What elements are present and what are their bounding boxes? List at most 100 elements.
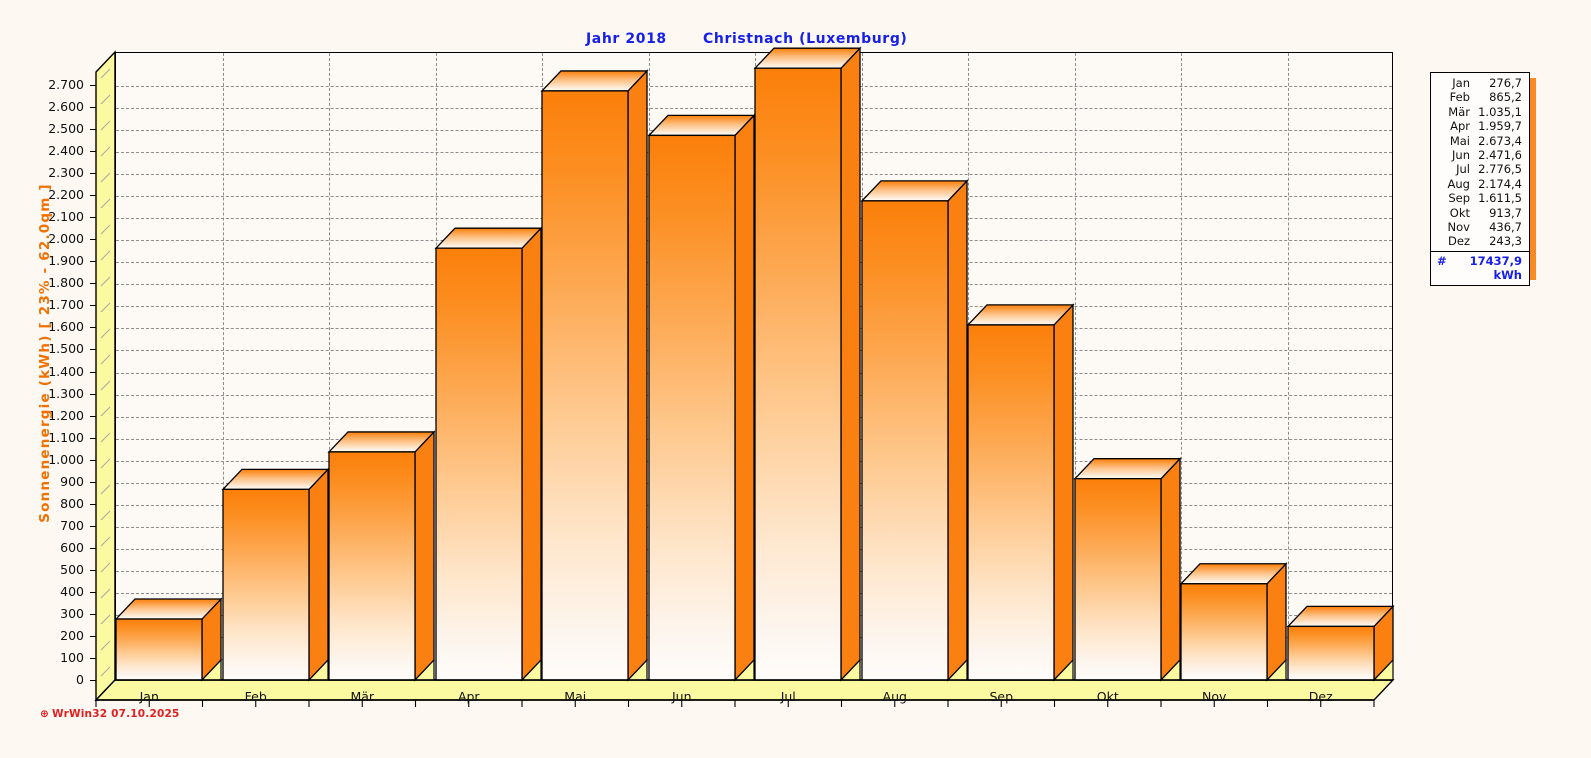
bar-jan[interactable] bbox=[114, 597, 223, 682]
bar-jun[interactable] bbox=[647, 113, 756, 682]
legend-value: 1.035,1 bbox=[1478, 104, 1522, 119]
y-axis-tick bbox=[90, 107, 96, 109]
y-axis-tick bbox=[90, 437, 96, 439]
axis-wall-hatch bbox=[100, 68, 111, 677]
legend-box[interactable]: Jan 276,7 Feb 865,2 Mär 1.035,1 Apr 1.959,7 Mai 2… bbox=[1430, 72, 1530, 286]
legend-divider bbox=[1431, 250, 1529, 252]
bar-front-face bbox=[1287, 625, 1375, 681]
bar-sep[interactable] bbox=[966, 303, 1075, 682]
bar-dez[interactable] bbox=[1286, 604, 1395, 682]
bar-top-face bbox=[221, 468, 330, 491]
bar-top-face bbox=[860, 180, 969, 202]
y-axis-tick bbox=[90, 349, 96, 351]
bar-top-face bbox=[647, 114, 756, 137]
y-axis-tick-label: 2.600 bbox=[48, 99, 84, 115]
y-axis-tick bbox=[90, 239, 96, 241]
y-axis-tick bbox=[90, 261, 96, 263]
y-axis-tick-label: 1.300 bbox=[48, 385, 84, 401]
legend-value: 2.673,4 bbox=[1478, 133, 1522, 148]
bar-side-face bbox=[414, 430, 435, 682]
footer-text: WrWin32 07.10.2025 bbox=[52, 708, 180, 720]
legend-total-row: # 17437,9 bbox=[1431, 252, 1529, 268]
y-axis-tick bbox=[90, 481, 96, 483]
legend-row: Mai 2.673,4 bbox=[1431, 134, 1529, 148]
x-axis-tick-label: Jun bbox=[671, 689, 692, 704]
y-axis-tick-label: 1.900 bbox=[48, 253, 84, 269]
chart-title-year: Jahr 2018 bbox=[586, 31, 667, 47]
y-axis-tick-label: 1.600 bbox=[48, 319, 84, 335]
y-axis-tick-label: 1.000 bbox=[48, 451, 84, 467]
bar-side-face bbox=[521, 226, 542, 682]
y-axis-tick bbox=[90, 283, 96, 285]
y-axis-tick-label: 2.100 bbox=[48, 209, 84, 225]
x-axis-tick-label: Jul bbox=[780, 689, 796, 704]
x-axis-tick-label: Feb bbox=[244, 689, 267, 704]
y-axis-tick-label: 800 bbox=[60, 495, 84, 511]
legend-value: 2.174,4 bbox=[1478, 176, 1522, 191]
y-axis-tick bbox=[90, 129, 96, 131]
legend-value: 913,7 bbox=[1489, 205, 1522, 220]
legend-row: Mär 1.035,1 bbox=[1431, 105, 1529, 119]
legend-row: Sep 1.611,5 bbox=[1431, 191, 1529, 205]
legend-total-unit: kWh bbox=[1493, 267, 1522, 282]
bar-top-face bbox=[1073, 458, 1182, 480]
bar-okt[interactable] bbox=[1073, 457, 1182, 682]
x-axis-tick-label: Mär bbox=[350, 689, 375, 704]
bar-side-face bbox=[840, 46, 861, 682]
bar-front-face bbox=[115, 618, 203, 681]
legend-row: Dez 243,3 bbox=[1431, 234, 1529, 248]
bar-side-face bbox=[1053, 303, 1074, 682]
bar-side-face bbox=[627, 69, 648, 682]
legend-value: 1.611,5 bbox=[1478, 191, 1522, 206]
bar-side-face bbox=[947, 179, 968, 682]
bar-apr[interactable] bbox=[434, 226, 543, 682]
y-axis-tick-label: 1.800 bbox=[48, 275, 84, 291]
legend-month: Apr bbox=[1450, 119, 1470, 134]
gridline-horizontal bbox=[116, 108, 1392, 110]
legend-value: 276,7 bbox=[1489, 76, 1522, 90]
bar-front-face bbox=[222, 488, 310, 681]
bar-mai[interactable] bbox=[540, 69, 649, 682]
bar-front-face bbox=[861, 200, 949, 681]
y-axis-tick-label: 2.500 bbox=[48, 121, 84, 137]
y-axis-tick bbox=[90, 151, 96, 153]
x-axis-tick-label: Sep bbox=[989, 689, 1014, 704]
bar-top-face bbox=[1179, 563, 1288, 585]
y-axis-tick-label: 2.200 bbox=[48, 187, 84, 203]
x-axis-tick-label: Dez bbox=[1308, 689, 1333, 704]
y-axis-tick bbox=[90, 525, 96, 527]
legend-row: Nov 436,7 bbox=[1431, 220, 1529, 234]
y-axis-tick-label: 0 bbox=[76, 672, 84, 687]
x-axis-tick-label: Okt bbox=[1096, 689, 1119, 704]
legend-value: 1.959,7 bbox=[1478, 119, 1522, 134]
bar-jul[interactable] bbox=[753, 46, 862, 682]
bar-aug[interactable] bbox=[860, 179, 969, 682]
x-axis-tick-label: Apr bbox=[457, 689, 480, 704]
bar-mär[interactable] bbox=[327, 430, 436, 682]
y-axis-tick-label: 1.200 bbox=[48, 407, 84, 423]
legend-value: 243,3 bbox=[1489, 234, 1522, 249]
legend-month: Jan bbox=[1452, 76, 1470, 90]
y-axis-tick-label: 300 bbox=[60, 605, 84, 621]
legend-total-symbol: # bbox=[1437, 253, 1447, 268]
bar-front-face bbox=[1074, 478, 1162, 681]
legend-row: Aug 2.174,4 bbox=[1431, 177, 1529, 191]
y-axis-tick bbox=[90, 459, 96, 461]
bar-front-face bbox=[435, 247, 523, 681]
legend-value: 2.471,6 bbox=[1478, 148, 1522, 163]
bar-front-face bbox=[541, 90, 629, 681]
gridline-horizontal bbox=[116, 86, 1392, 88]
bar-nov[interactable] bbox=[1179, 562, 1288, 682]
y-axis-tick bbox=[90, 635, 96, 637]
bar-feb[interactable] bbox=[221, 467, 330, 682]
y-axis-tick bbox=[90, 503, 96, 505]
legend-row: Jan 276,7 bbox=[1431, 76, 1529, 90]
y-axis-tick bbox=[90, 393, 96, 395]
x-axis-tick-label: Mai bbox=[564, 689, 587, 704]
legend-value: 865,2 bbox=[1489, 90, 1522, 105]
legend-value: 436,7 bbox=[1489, 220, 1522, 235]
legend-row: Okt 913,7 bbox=[1431, 206, 1529, 220]
